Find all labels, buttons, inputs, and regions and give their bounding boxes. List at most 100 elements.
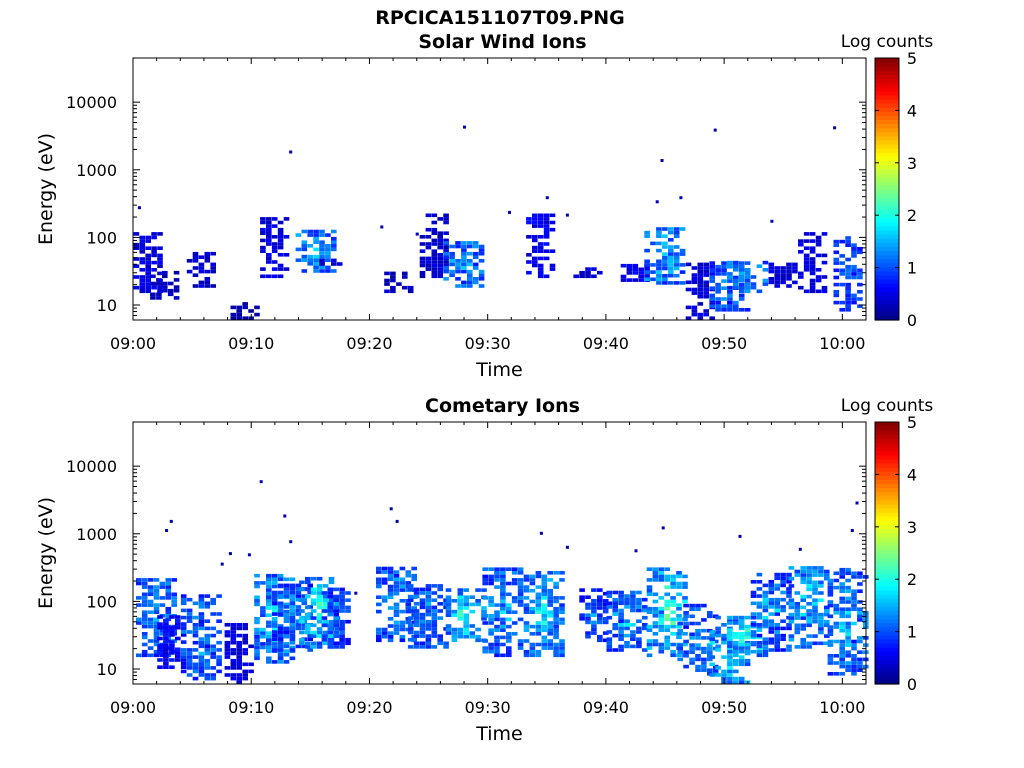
heatmap-cell <box>812 641 818 646</box>
heatmap-cell <box>153 617 160 622</box>
x-tick-label: 09:50 <box>701 334 747 353</box>
heatmap-cell <box>413 641 420 646</box>
heatmap-cell <box>642 623 648 627</box>
heatmap-cell <box>818 584 824 588</box>
colorbar-segment <box>875 123 899 129</box>
heatmap-cell <box>780 273 786 277</box>
heatmap-cell <box>198 280 205 285</box>
heatmap-cell <box>224 623 231 627</box>
heatmap-cell <box>827 628 834 633</box>
heatmap-cell <box>147 599 154 604</box>
heatmap-cell <box>806 584 812 588</box>
heatmap-cell <box>845 668 851 672</box>
heatmap-cell <box>180 594 187 598</box>
heatmap-cell <box>543 256 550 261</box>
heatmap-cell <box>733 282 739 287</box>
heatmap-cell <box>192 640 199 645</box>
colorbar-segment <box>875 618 899 624</box>
heatmap-cell <box>242 633 248 638</box>
colorbar-segment <box>875 454 899 460</box>
heatmap-cell <box>517 588 524 593</box>
heatmap-cell <box>727 285 733 290</box>
heatmap-cell <box>636 630 642 634</box>
heatmap-cell <box>812 609 818 613</box>
heatmap-cell <box>472 244 479 249</box>
heatmap-cell <box>260 267 266 271</box>
heatmap-cell <box>652 621 659 625</box>
heatmap-cell <box>691 276 698 281</box>
heatmap-cell <box>445 624 452 628</box>
figure-title: RPCICA151107T09.PNG <box>375 7 625 29</box>
heatmap-cell <box>812 587 818 592</box>
heatmap-cell <box>662 273 668 278</box>
heatmap-cell <box>169 651 175 655</box>
colorbar-segment <box>875 585 899 591</box>
x-tick-label: 09:20 <box>346 698 392 717</box>
colorbar-label: Log counts <box>841 32 934 52</box>
heatmap-cell <box>192 623 199 627</box>
heatmap-cell <box>815 289 822 294</box>
heatmap-cell <box>236 651 242 656</box>
heatmap-cell <box>150 292 156 297</box>
heatmap-cell <box>494 603 500 607</box>
heatmap-cell <box>425 623 432 628</box>
heatmap-cell <box>517 603 524 607</box>
heatmap-cell <box>818 580 824 585</box>
heatmap-event <box>157 615 187 669</box>
colorbar-segment <box>875 180 899 186</box>
heatmap-cell <box>295 258 302 262</box>
heatmap-cell <box>230 651 237 656</box>
heatmap-cell <box>445 606 452 610</box>
heatmap-cell <box>141 578 148 582</box>
heatmap-cell <box>780 269 786 274</box>
heatmap-cell <box>677 643 683 647</box>
heatmap-cell <box>517 596 524 600</box>
heatmap-cell <box>457 599 464 603</box>
heatmap-cell <box>646 642 653 647</box>
heatmap-cell <box>851 300 857 305</box>
heatmap-cell <box>597 270 603 275</box>
heatmap-cell <box>652 578 659 582</box>
heatmap-cell <box>806 609 812 613</box>
heatmap-cell <box>283 630 290 634</box>
heatmap-cell <box>618 623 624 627</box>
heatmap-cell <box>851 668 857 672</box>
heatmap-cell <box>186 655 193 659</box>
heatmap-cell <box>210 251 216 256</box>
heatmap-cell <box>425 602 432 606</box>
heatmap-cell <box>175 622 181 626</box>
colorbar-segment <box>875 450 899 456</box>
heatmap-cell <box>236 662 242 667</box>
colorbar-segment <box>875 430 899 435</box>
heatmap-cell <box>597 595 603 599</box>
heatmap-cell <box>798 239 804 243</box>
heatmap-cell <box>768 637 775 641</box>
heatmap-cell <box>157 271 163 276</box>
heatmap-cell <box>715 615 721 620</box>
heatmap-cell <box>786 580 792 584</box>
heatmap-cell <box>535 621 542 625</box>
heatmap-cell <box>139 278 146 283</box>
colorbar-tick-label: 5 <box>907 413 917 432</box>
heatmap-cell <box>437 231 443 235</box>
heatmap-event <box>295 229 337 273</box>
heatmap-cell <box>676 635 682 640</box>
heatmap-cell <box>457 609 464 614</box>
heatmap-cell <box>393 606 400 610</box>
heatmap-cell <box>683 611 689 615</box>
heatmap-cell <box>405 573 412 578</box>
heatmap-cell <box>709 630 715 634</box>
heatmap-cell <box>543 274 550 279</box>
heatmap-cell <box>393 570 400 574</box>
heatmap-cell <box>139 239 146 243</box>
heatmap-cell <box>316 591 323 595</box>
heatmap-cell <box>157 289 163 294</box>
heatmap-cell <box>333 605 339 610</box>
heatmap-cell <box>327 630 334 635</box>
heatmap-cell <box>679 248 686 253</box>
heatmap-cell <box>774 648 780 652</box>
heatmap-cell <box>431 238 438 243</box>
heatmap-cell <box>381 581 388 585</box>
heatmap-cell <box>169 629 175 634</box>
heatmap-cell <box>744 615 751 620</box>
